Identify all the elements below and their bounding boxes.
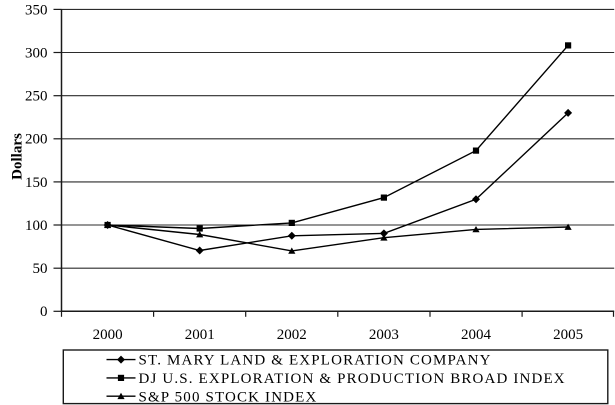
svg-text:0: 0	[40, 304, 48, 320]
svg-text:150: 150	[25, 175, 48, 191]
svg-text:S&P 500 STOCK INDEX: S&P 500 STOCK INDEX	[139, 390, 318, 405]
svg-text:200: 200	[25, 132, 48, 148]
svg-text:250: 250	[25, 89, 48, 105]
svg-text:100: 100	[25, 218, 48, 234]
svg-text:DJ U.S. EXPLORATION & PRODUCTI: DJ U.S. EXPLORATION & PRODUCTION BROAD I…	[139, 371, 566, 387]
svg-text:2003: 2003	[369, 327, 399, 343]
svg-text:300: 300	[25, 45, 48, 61]
svg-text:2001: 2001	[185, 327, 215, 343]
svg-text:Dollars: Dollars	[10, 133, 26, 180]
svg-text:2000: 2000	[93, 327, 123, 343]
svg-text:2002: 2002	[277, 327, 307, 343]
svg-text:2005: 2005	[553, 327, 583, 343]
svg-text:50: 50	[33, 261, 48, 277]
svg-text:2004: 2004	[461, 327, 492, 343]
svg-text:350: 350	[25, 2, 48, 18]
svg-text:ST. MARY LAND & EXPLORATION CO: ST. MARY LAND & EXPLORATION COMPANY	[139, 353, 492, 369]
